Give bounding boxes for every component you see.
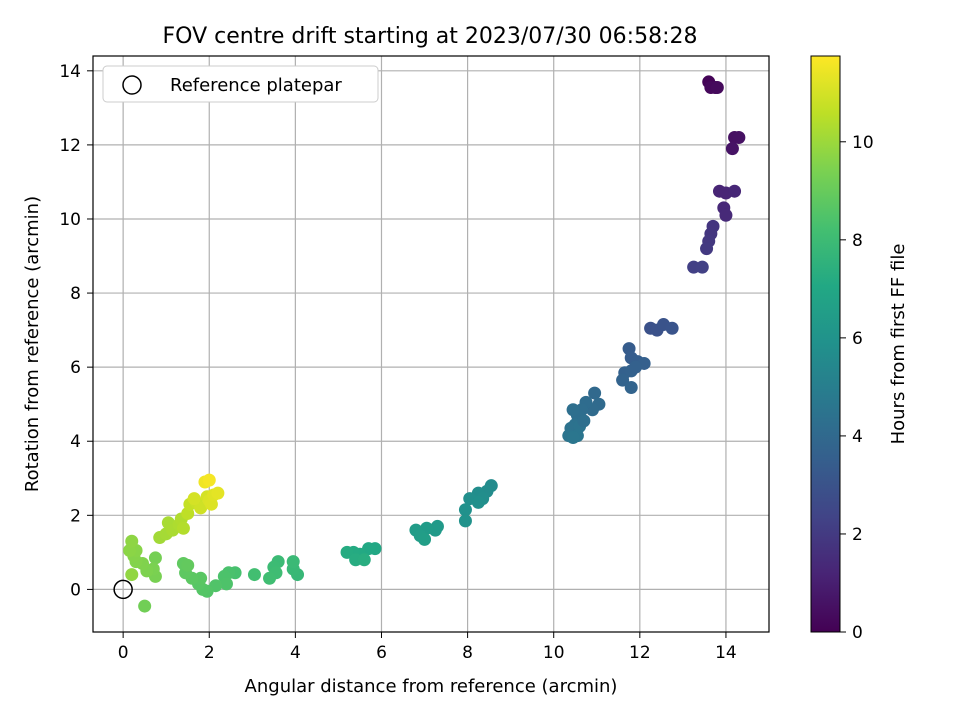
y-tick-label: 0 (70, 580, 81, 600)
data-point (566, 403, 580, 417)
y-tick-label: 4 (70, 432, 81, 452)
y-tick-label: 8 (70, 284, 81, 304)
y-axis-label: Rotation from reference (arcmin) (22, 196, 43, 492)
data-point (732, 130, 746, 144)
reference-marker (113, 579, 133, 600)
data-point (357, 553, 371, 567)
colorbar-tick-label: 4 (852, 427, 863, 447)
x-tick-label: 0 (118, 643, 129, 663)
data-point (566, 431, 580, 445)
data-point (247, 568, 261, 582)
x-axis-label: Angular distance from reference (arcmin) (245, 676, 618, 697)
legend-entry: Reference platepar (170, 75, 342, 96)
x-tick-label: 12 (629, 643, 651, 663)
data-point (695, 260, 709, 274)
x-tick-label: 6 (376, 643, 387, 663)
x-tick-label: 14 (715, 643, 737, 663)
data-point (665, 321, 679, 335)
x-tick-label: 4 (290, 643, 301, 663)
data-point (211, 486, 225, 500)
x-axis: 0 2 4 6 8 10 12 14 (118, 632, 737, 663)
colorbar: 0 2 4 6 8 10 Hours from first FF file (810, 55, 909, 643)
y-tick-label: 6 (70, 358, 81, 378)
legend-marker-icon (122, 75, 142, 95)
data-point (458, 514, 472, 528)
legend-box (102, 65, 379, 103)
colorbar-tick-label: 2 (852, 525, 863, 545)
grid (93, 56, 769, 632)
colorbar-tick-label: 8 (852, 231, 863, 251)
data-points (123, 75, 746, 613)
y-tick-label: 12 (59, 136, 81, 156)
data-point (418, 532, 432, 546)
data-point (148, 551, 162, 565)
y-axis: 0 2 4 6 8 10 12 14 (59, 62, 93, 600)
data-point (588, 386, 602, 400)
data-point (263, 571, 277, 585)
data-point (471, 495, 485, 509)
data-point (624, 381, 638, 395)
chart-title: FOV centre drift starting at 2023/07/30 … (163, 24, 698, 49)
colorbar-ticks: 0 2 4 6 8 10 (840, 133, 874, 643)
data-point (187, 492, 201, 506)
data-point (710, 80, 724, 94)
data-point (286, 555, 300, 569)
colorbar-tick-label: 10 (852, 133, 874, 153)
data-point (719, 208, 733, 222)
colorbar-tick-label: 0 (852, 623, 863, 643)
x-tick-label: 8 (462, 643, 473, 663)
data-point (577, 414, 591, 428)
data-point (194, 501, 208, 515)
data-point (181, 558, 195, 572)
data-point (125, 568, 139, 582)
data-point (219, 577, 233, 591)
data-point (700, 242, 714, 256)
y-tick-label: 10 (59, 210, 81, 230)
colorbar-tick-label: 6 (852, 329, 863, 349)
legend: Reference platepar (102, 65, 379, 103)
data-point (458, 503, 472, 517)
data-point (725, 142, 739, 156)
data-point (728, 184, 742, 198)
x-tick-label: 10 (543, 643, 565, 663)
data-point (125, 534, 139, 548)
data-point (340, 545, 354, 559)
data-point (616, 373, 630, 387)
x-tick-label: 2 (204, 643, 215, 663)
data-point (202, 473, 216, 487)
colorbar-gradient (810, 55, 841, 633)
data-point (629, 360, 643, 374)
y-tick-label: 14 (59, 62, 81, 82)
plot-frame (92, 55, 770, 633)
y-tick-label: 2 (70, 506, 81, 526)
data-point (138, 599, 152, 613)
colorbar-label: Hours from first FF file (888, 244, 909, 445)
data-point (176, 521, 190, 535)
